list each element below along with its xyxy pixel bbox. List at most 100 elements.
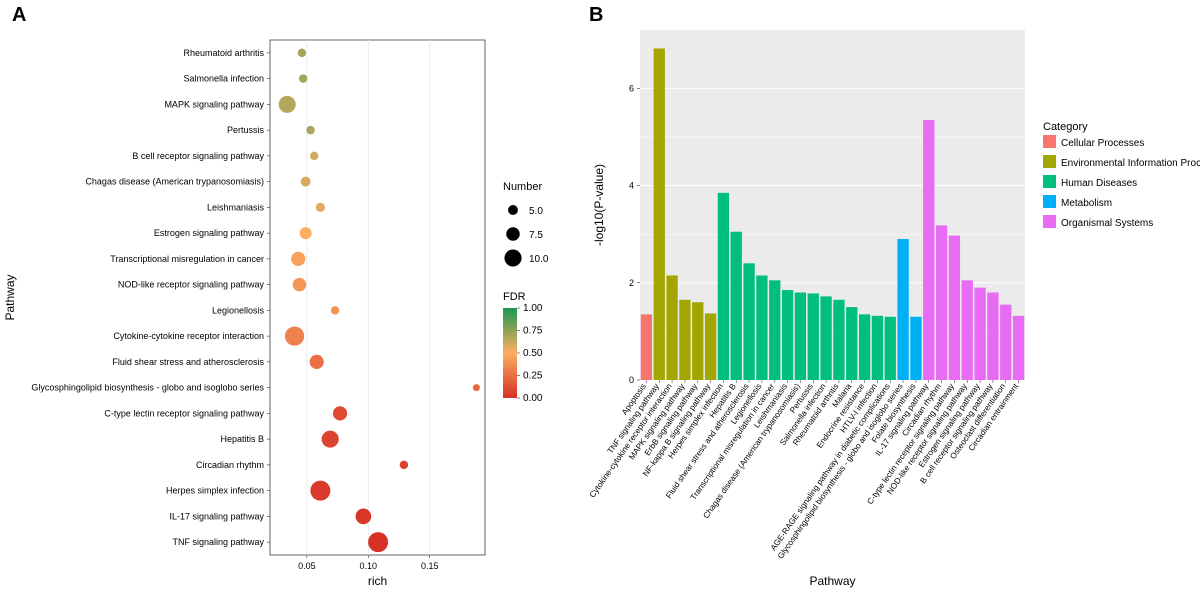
- y-axis-label: Pathway: [3, 274, 17, 320]
- legend-label: Metabolism: [1061, 198, 1112, 209]
- bar: [897, 239, 908, 380]
- pathway-label: Cytokine-cytokine receptor interaction: [113, 331, 264, 341]
- category-legend-title: Category: [1043, 121, 1088, 133]
- pathway-label: Herpes simplex infection: [166, 486, 264, 496]
- dot: [473, 384, 480, 391]
- svg-text:0.10: 0.10: [360, 561, 378, 571]
- pathway-label: Leishmaniasis: [207, 202, 265, 212]
- size-legend-dot: [504, 249, 521, 266]
- legend-label: Cellular Processes: [1061, 138, 1144, 149]
- bar: [731, 232, 742, 380]
- y-tick-label: 0: [629, 375, 634, 385]
- dot: [285, 326, 304, 345]
- dot: [368, 532, 388, 552]
- legend-label: Human Diseases: [1061, 178, 1137, 189]
- fdr-tick-label: 0.25: [523, 371, 543, 382]
- bar: [859, 314, 870, 380]
- pathway-label: Chagas disease (American trypanosomiasis…: [85, 177, 264, 187]
- y-tick-label: 4: [629, 181, 634, 191]
- dot: [293, 278, 307, 292]
- figure: A Rheumatoid arthritis Salmonella infecti…: [0, 0, 1200, 596]
- size-legend-dot: [508, 205, 518, 215]
- dot: [316, 203, 325, 212]
- bar: [1000, 305, 1011, 380]
- bar: [718, 193, 729, 380]
- pathway-label: Estrogen signaling pathway: [154, 228, 265, 238]
- bar: [743, 263, 754, 380]
- legend-swatch: [1043, 135, 1056, 148]
- fdr-colorbar: [503, 308, 517, 398]
- panel-a: A Rheumatoid arthritis Salmonella infecti…: [0, 0, 585, 596]
- bar: [872, 316, 883, 380]
- svg-text:0.05: 0.05: [298, 561, 316, 571]
- bar: [705, 313, 716, 380]
- pathway-label: B cell receptor signaling pathway: [132, 151, 264, 161]
- bar: [846, 307, 857, 380]
- fdr-tick-label: 0.75: [523, 326, 543, 337]
- dot: [310, 481, 330, 501]
- pathway-label: Salmonella infection: [183, 74, 264, 84]
- dot: [333, 406, 347, 420]
- legend-swatch: [1043, 175, 1056, 188]
- bar: [949, 236, 960, 380]
- bar: [974, 288, 985, 380]
- panel-a-label: A: [12, 4, 26, 27]
- dot: [301, 177, 311, 187]
- y-tick-label: 2: [629, 278, 634, 288]
- pathway-label: Rheumatoid arthritis: [183, 48, 264, 58]
- bar: [679, 300, 690, 380]
- dot: [400, 461, 408, 469]
- y-axis-label: -log10(P-value): [592, 164, 606, 246]
- bar: [987, 293, 998, 381]
- bar: [756, 275, 767, 380]
- dot: [306, 126, 314, 134]
- fdr-legend-title: FDR: [503, 291, 526, 303]
- legend-label: Organismal Systems: [1061, 218, 1153, 229]
- dot: [331, 306, 339, 314]
- fdr-tick-label: 0.50: [523, 348, 543, 359]
- x-axis-label: rich: [368, 574, 387, 588]
- svg-text:0.15: 0.15: [421, 561, 439, 571]
- dot: [310, 355, 324, 369]
- bar: [820, 296, 831, 380]
- pathway-label: Glycosphingolipid biosynthesis - globo a…: [31, 383, 264, 393]
- pathway-label: Hepatitis B: [220, 434, 264, 444]
- dot: [291, 252, 305, 266]
- dot: [300, 227, 312, 239]
- bar: [641, 314, 652, 380]
- pathway-label: NOD-like receptor signaling pathway: [118, 280, 265, 290]
- pathway-label: Legionellosis: [212, 305, 265, 315]
- y-tick-label: 6: [629, 83, 634, 93]
- legend-swatch: [1043, 195, 1056, 208]
- pathway-label: Pertussis: [227, 125, 265, 135]
- pathway-label: Fluid shear stress and atherosclerosis: [112, 357, 264, 367]
- bar-chart: 0246ApoptosisTNF signaling pathwayCytoki…: [585, 0, 1200, 596]
- pathway-label: TNF signaling pathway: [172, 537, 264, 547]
- bar: [782, 290, 793, 380]
- bar: [936, 225, 947, 380]
- dot: [322, 431, 339, 448]
- size-legend-label: 10.0: [529, 254, 549, 265]
- bar: [833, 300, 844, 380]
- bar: [923, 120, 934, 380]
- fdr-tick-label: 1.00: [523, 303, 543, 314]
- bar: [769, 280, 780, 380]
- pathway-label: Transcriptional misregulation in cancer: [110, 254, 264, 264]
- legend-swatch: [1043, 215, 1056, 228]
- legend-label: Environmental Information Processing: [1061, 158, 1200, 169]
- bar: [962, 280, 973, 380]
- legend-swatch: [1043, 155, 1056, 168]
- dot: [299, 74, 307, 82]
- dot: [279, 96, 296, 113]
- dot: [356, 509, 372, 525]
- bar: [885, 317, 896, 380]
- dot-plot: Rheumatoid arthritis Salmonella infection…: [0, 0, 585, 596]
- pathway-label: C-type lectin receptor signaling pathway: [104, 408, 264, 418]
- dot: [298, 49, 306, 57]
- bar: [795, 293, 806, 381]
- bar: [1013, 316, 1024, 380]
- bar: [692, 302, 703, 380]
- pathway-label: MAPK signaling pathway: [164, 99, 264, 109]
- size-legend-label: 5.0: [529, 206, 543, 217]
- pathway-label: Circadian rhythm: [196, 460, 264, 470]
